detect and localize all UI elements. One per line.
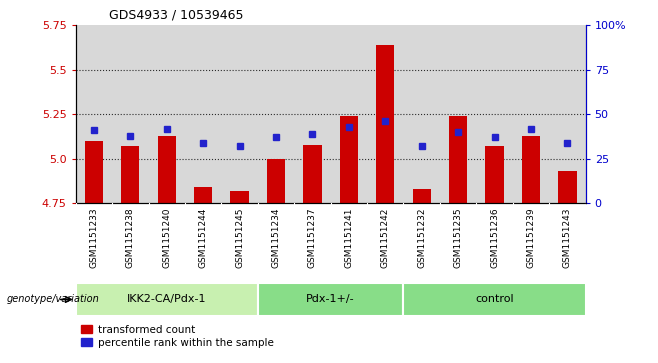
Text: GDS4933 / 10539465: GDS4933 / 10539465	[109, 9, 243, 22]
Bar	[522, 136, 540, 203]
Text: GSM1151233: GSM1151233	[89, 207, 99, 268]
Text: GSM1151241: GSM1151241	[344, 207, 353, 268]
Text: genotype/variation: genotype/variation	[7, 294, 99, 305]
Text: Pdx-1+/-: Pdx-1+/-	[307, 294, 355, 305]
Bar	[558, 171, 576, 203]
Bar	[413, 189, 431, 203]
Bar	[121, 146, 139, 203]
Text: GSM1151240: GSM1151240	[163, 207, 171, 268]
Text: GSM1151237: GSM1151237	[308, 207, 317, 268]
Text: GSM1151245: GSM1151245	[235, 207, 244, 268]
Legend: transformed count, percentile rank within the sample: transformed count, percentile rank withi…	[81, 325, 274, 348]
Bar	[158, 136, 176, 203]
Text: GSM1151235: GSM1151235	[453, 207, 463, 268]
Text: GSM1151236: GSM1151236	[490, 207, 499, 268]
Text: GSM1151244: GSM1151244	[199, 207, 208, 268]
Bar	[340, 116, 358, 203]
Bar	[267, 159, 285, 203]
Bar	[258, 283, 403, 316]
Text: GSM1151232: GSM1151232	[417, 207, 426, 268]
Bar	[403, 283, 586, 316]
Text: GSM1151242: GSM1151242	[381, 207, 390, 268]
Text: IKK2-CA/Pdx-1: IKK2-CA/Pdx-1	[127, 294, 207, 305]
Bar	[230, 191, 249, 203]
Bar	[449, 116, 467, 203]
Text: GSM1151243: GSM1151243	[563, 207, 572, 268]
Text: GSM1151239: GSM1151239	[526, 207, 536, 268]
Bar	[85, 141, 103, 203]
Bar	[76, 283, 258, 316]
Text: GSM1151238: GSM1151238	[126, 207, 135, 268]
Bar	[303, 144, 322, 203]
Text: GSM1151234: GSM1151234	[272, 207, 280, 268]
Text: control: control	[475, 294, 514, 305]
Bar	[194, 187, 213, 203]
Bar	[486, 146, 503, 203]
Bar	[376, 45, 394, 203]
